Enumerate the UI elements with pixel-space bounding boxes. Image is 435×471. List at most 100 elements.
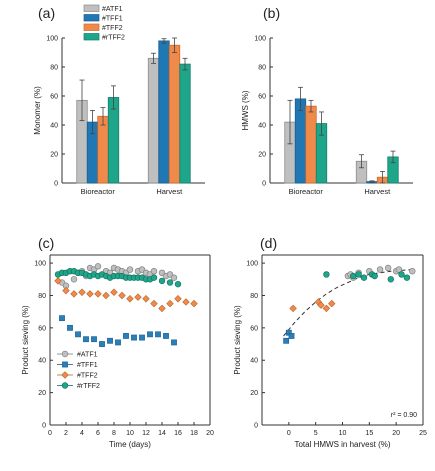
- series-atf1: [344, 264, 416, 281]
- point-tff1: [147, 331, 153, 338]
- y-axis-label: Product sieving (%): [233, 305, 242, 375]
- point-tff2: [94, 290, 102, 298]
- legend-marker-atf1: [61, 350, 69, 358]
- bar-rtff2-harvest: [179, 63, 191, 184]
- y-tick-label: 20: [258, 152, 266, 159]
- x-tick-label: 20: [206, 430, 214, 437]
- y-tick-label: 100: [246, 261, 258, 268]
- legend-marker-rtff2: [61, 382, 69, 389]
- point-tff2: [62, 286, 70, 295]
- x-tick-label: 10: [126, 430, 134, 437]
- point-atf1: [376, 266, 384, 273]
- legend-label-tff1: #TFF1: [102, 16, 123, 23]
- x-tick-label: 0: [48, 430, 52, 437]
- x-tick-label: 16: [174, 430, 182, 437]
- bar-tff1-harvest: [158, 40, 170, 184]
- y-tick-label: 40: [50, 123, 58, 130]
- point-tff2: [86, 290, 94, 298]
- y-tick-label: 40: [250, 358, 258, 365]
- point-rtff2: [371, 272, 378, 280]
- x-axis-label: Time (days): [109, 440, 151, 449]
- point-tff1: [107, 337, 113, 344]
- y-tick-label: 0: [42, 423, 46, 430]
- legend-swatch-tff2: [83, 23, 100, 31]
- y-tick-label: 100: [254, 36, 266, 43]
- series-rtff2: [323, 271, 411, 283]
- point-tff1: [163, 333, 169, 339]
- point-rtff2: [150, 274, 158, 281]
- legend-label-atf1: #ATF1: [77, 352, 98, 359]
- x-tick-label: 5: [314, 430, 318, 437]
- panel-a-monomer-chart: (a) 0 20 40 60 80 100 Monomer (%) Bioreactor Harv…: [33, 4, 205, 196]
- bar-tff2-bioreactor: [305, 105, 317, 184]
- y-axis-label: Product sieving (%): [21, 305, 30, 375]
- point-tff1: [75, 331, 81, 338]
- bar-atf1-harvest: [147, 57, 160, 184]
- y-axis-label: Monomer (%): [33, 86, 42, 135]
- x-tick-label: 12: [142, 430, 150, 437]
- x-tick-label: 15: [365, 430, 373, 437]
- point-rtff2: [387, 276, 394, 283]
- point-atf1: [126, 266, 134, 273]
- bar-tff1-bioreactor: [294, 98, 307, 184]
- panel-label: (d): [260, 235, 277, 251]
- point-tff1: [155, 331, 161, 338]
- series-tff2: [289, 298, 336, 313]
- panel-d-sieving-hmws-chart: (d) 0 20 40 60 80 100 Product sieving (%) 0 5 10 15…: [233, 235, 427, 449]
- y-tick-label: 40: [38, 358, 46, 365]
- x-axis-label: Total HMWS in harvest (%): [294, 440, 390, 449]
- y-tick-label: 60: [38, 325, 46, 332]
- point-atf1: [395, 266, 403, 273]
- point-tff2: [110, 288, 118, 296]
- point-tff2: [78, 288, 86, 296]
- point-tff2: [126, 294, 134, 303]
- legend-marker-tff2: [61, 371, 69, 379]
- point-tff1: [83, 336, 89, 343]
- point-tff1: [288, 333, 295, 339]
- r-squared-annotation: r² = 0.90: [391, 412, 417, 419]
- point-tff1: [123, 333, 129, 339]
- point-atf1: [94, 263, 102, 270]
- y-tick-label: 40: [258, 123, 266, 130]
- bar-tff2-harvest: [168, 44, 181, 184]
- point-rtff2: [403, 274, 411, 281]
- point-tff2: [134, 293, 142, 301]
- y-tick-label: 20: [250, 390, 258, 397]
- series-tff2: [54, 277, 198, 313]
- y-tick-label: 80: [258, 65, 266, 72]
- series-atf1: [58, 263, 178, 289]
- x-tick-label: 20: [392, 430, 400, 437]
- point-rtff2: [166, 279, 174, 286]
- point-atf1: [409, 267, 416, 275]
- y-tick-label: 100: [46, 36, 58, 43]
- point-atf1: [70, 276, 78, 283]
- y-tick-label: 0: [254, 423, 258, 430]
- legend-label-tff2: #TFF2: [77, 373, 98, 380]
- y-tick-label: 60: [250, 325, 258, 332]
- y-tick-label: 100: [34, 261, 46, 268]
- legend-swatch-tff1: [83, 14, 100, 22]
- legend-marker-tff1: [62, 361, 68, 368]
- point-tff2: [70, 290, 78, 298]
- panel-c-sieving-time-chart: (c) 0 20 40 60 80 100 Product sieving (%) 0 2 4 6 8 1…: [21, 235, 214, 449]
- x-tick-label: 14: [158, 430, 166, 437]
- category-label-harvest: Harvest: [364, 187, 391, 196]
- point-rtff2: [323, 271, 330, 278]
- category-label-bioreactor: Bioreactor: [81, 187, 116, 196]
- legend-label-atf1: #ATF1: [102, 6, 123, 13]
- y-tick-label: 80: [250, 293, 258, 300]
- point-tff2: [142, 294, 150, 303]
- point-atf1: [170, 274, 178, 281]
- point-rtff2: [174, 280, 182, 288]
- series-rtff2: [54, 267, 182, 288]
- y-tick-label: 60: [258, 94, 266, 101]
- point-tff2: [322, 304, 331, 313]
- point-tff1: [131, 334, 137, 341]
- point-atf1: [150, 267, 158, 275]
- point-tff2: [182, 298, 190, 306]
- point-tff2: [54, 277, 62, 285]
- point-tff2: [328, 299, 336, 308]
- y-tick-label: 80: [50, 65, 58, 72]
- legend: #ATF1 #TFF1 #TFF2 #rTFF2: [57, 350, 100, 390]
